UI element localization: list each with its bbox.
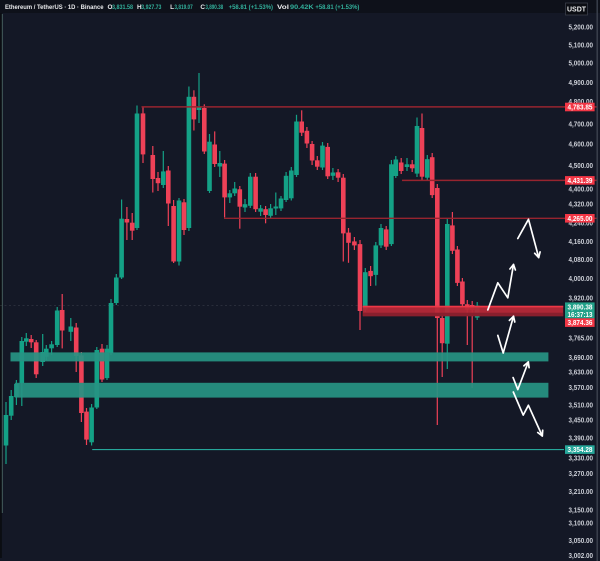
svg-text:3,690.00: 3,690.00 xyxy=(569,353,594,362)
svg-text:4,400.00: 4,400.00 xyxy=(569,184,594,193)
svg-text:3,831.58: 3,831.58 xyxy=(112,4,133,11)
svg-text:3,002.00: 3,002.00 xyxy=(569,551,594,560)
svg-text:3,819.07: 3,819.07 xyxy=(174,4,193,11)
svg-text:4,240.00: 4,240.00 xyxy=(569,218,594,227)
svg-text:5,100.00: 5,100.00 xyxy=(569,41,594,50)
svg-text:5,200.00: 5,200.00 xyxy=(569,22,594,31)
svg-text:L: L xyxy=(170,4,174,11)
svg-text:3,354.28: 3,354.28 xyxy=(568,445,593,454)
svg-text:3,330.00: 3,330.00 xyxy=(569,454,594,463)
svg-text:3,927.73: 3,927.73 xyxy=(141,4,161,11)
svg-text:C: C xyxy=(200,4,205,11)
svg-text:3,270.00: 3,270.00 xyxy=(569,469,594,478)
svg-text:O: O xyxy=(108,4,113,11)
svg-text:3,390.00: 3,390.00 xyxy=(569,434,594,443)
svg-text:90.42K: 90.42K xyxy=(290,4,314,11)
svg-text:+58.81 (+1.53%): +58.81 (+1.53%) xyxy=(229,4,273,11)
svg-text:3,450.00: 3,450.00 xyxy=(569,415,594,424)
svg-text:4,900.00: 4,900.00 xyxy=(569,78,594,87)
svg-text:3,570.00: 3,570.00 xyxy=(569,383,594,392)
svg-text:4,500.00: 4,500.00 xyxy=(569,161,594,170)
svg-text:3,100.00: 3,100.00 xyxy=(569,519,594,528)
svg-text:3,890.38: 3,890.38 xyxy=(205,4,223,11)
svg-text:3,210.00: 3,210.00 xyxy=(569,487,594,496)
svg-text:4,265.00: 4,265.00 xyxy=(568,214,593,223)
svg-text:3,890.38: 3,890.38 xyxy=(568,302,593,311)
svg-text:5,000.00: 5,000.00 xyxy=(569,58,594,67)
svg-text:16:37:13: 16:37:13 xyxy=(568,310,593,319)
svg-text:4,080.00: 4,080.00 xyxy=(569,255,594,264)
svg-text:4,700.00: 4,700.00 xyxy=(569,120,594,129)
svg-text:USDT: USDT xyxy=(567,7,587,14)
svg-text:4,320.00: 4,320.00 xyxy=(569,199,594,208)
svg-text:H: H xyxy=(137,4,142,11)
svg-text:3,050.00: 3,050.00 xyxy=(569,536,594,545)
svg-text:4,800.00: 4,800.00 xyxy=(569,97,594,106)
svg-text:3,874.36: 3,874.36 xyxy=(568,318,593,327)
svg-text:3,630.00: 3,630.00 xyxy=(569,367,594,376)
svg-text:3,150.00: 3,150.00 xyxy=(569,505,594,514)
svg-text:Vol: Vol xyxy=(277,4,289,11)
svg-text:Ethereum / TetherUS · 1D · Bin: Ethereum / TetherUS · 1D · Binance xyxy=(5,4,104,11)
svg-text:+58.81 (+1.53%): +58.81 (+1.53%) xyxy=(315,4,359,11)
svg-text:3,765.00: 3,765.00 xyxy=(569,333,594,342)
svg-text:4,600.00: 4,600.00 xyxy=(569,139,594,148)
svg-text:3,920.00: 3,920.00 xyxy=(569,294,594,303)
svg-text:4,160.00: 4,160.00 xyxy=(569,237,594,246)
svg-text:4,000.00: 4,000.00 xyxy=(569,274,594,283)
svg-text:4,783.85: 4,783.85 xyxy=(568,103,593,112)
svg-text:3,510.00: 3,510.00 xyxy=(569,401,594,410)
svg-text:4,431.39: 4,431.39 xyxy=(568,176,593,185)
